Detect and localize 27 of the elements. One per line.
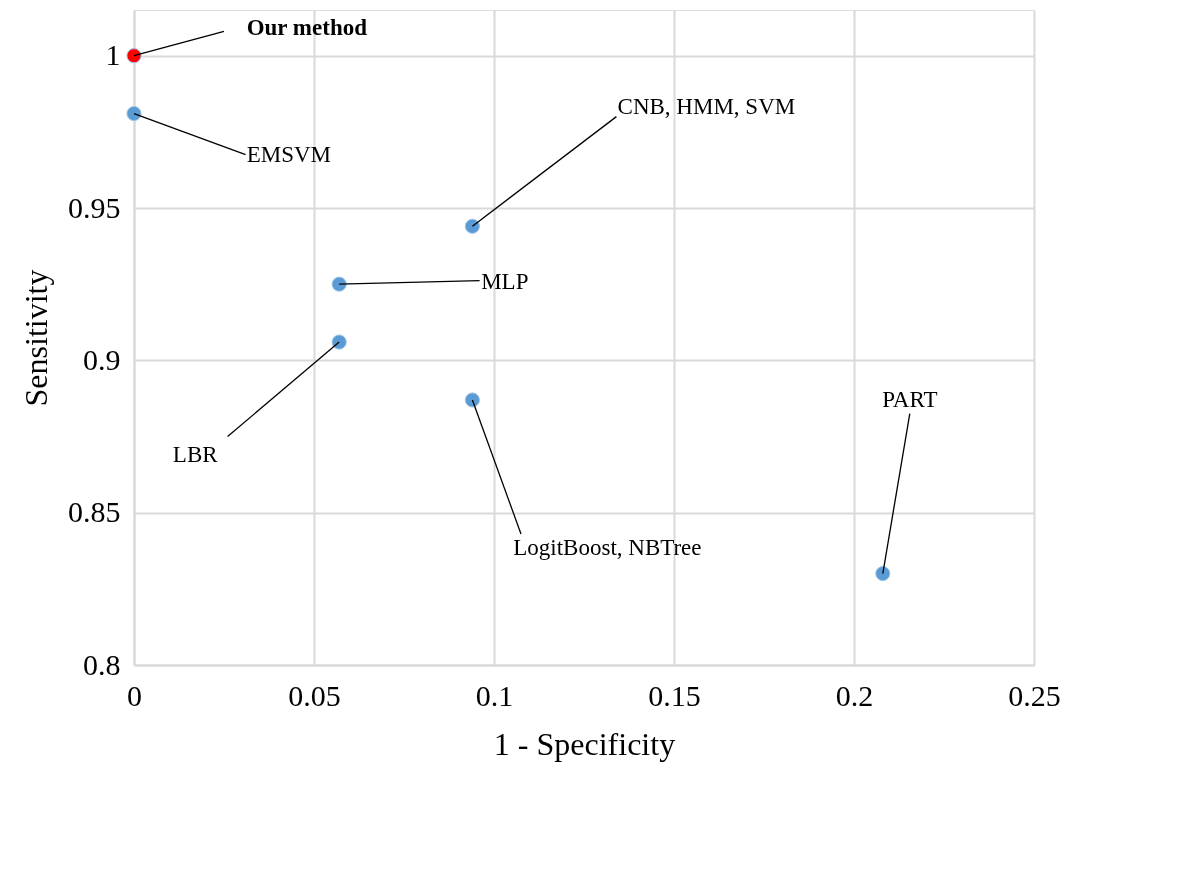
point — [464, 218, 480, 234]
point — [126, 106, 142, 122]
x-tick-label: 0.2 — [835, 678, 874, 712]
annotation: MLP — [481, 269, 529, 295]
annotation: Our method — [246, 15, 368, 41]
annotation: LogitBoost, NBTree — [513, 534, 702, 560]
point — [464, 392, 480, 408]
x-tick-label: 0.25 — [1008, 678, 1061, 712]
annotation: EMSVM — [246, 141, 331, 167]
x-tick-label: 0 — [127, 678, 142, 712]
x-tick-label: 0.1 — [475, 678, 514, 712]
x-tick-label: 0.05 — [288, 678, 341, 712]
point — [126, 48, 142, 64]
x-tick-label: 0.15 — [648, 678, 701, 712]
point — [875, 566, 891, 582]
point — [331, 276, 347, 292]
x-axis-title: 1 - Specificity — [493, 725, 676, 762]
y-axis-title: Sensitivity — [18, 269, 54, 407]
point — [331, 334, 347, 350]
y-tick-label: 0.85 — [68, 495, 121, 529]
annotation: CNB, HMM, SVM — [617, 94, 796, 120]
y-tick-label: 0.95 — [68, 190, 121, 224]
y-tick-label: 0.8 — [83, 647, 121, 681]
y-tick-label: 1 — [105, 38, 121, 72]
annotation: LBR — [172, 441, 219, 467]
annotation: PART — [882, 386, 938, 412]
y-tick-label: 0.9 — [83, 342, 121, 376]
